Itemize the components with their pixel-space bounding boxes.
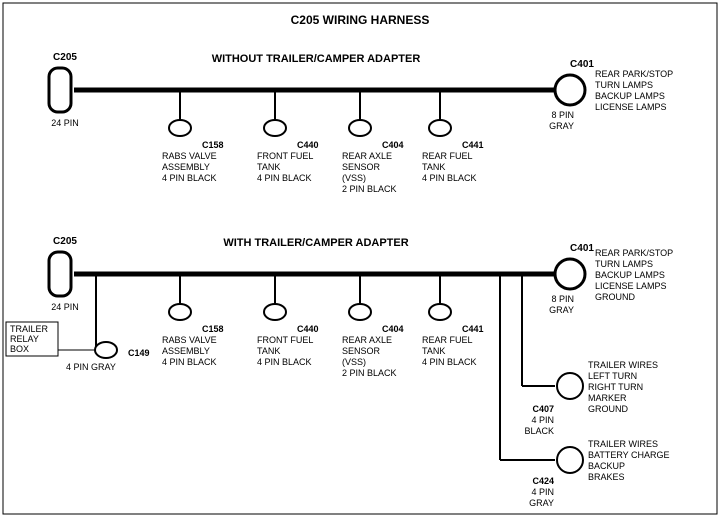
svg-text:C158: C158 [202,140,224,150]
svg-text:REAR PARK/STOP: REAR PARK/STOP [595,69,673,79]
svg-text:4 PIN BLACK: 4 PIN BLACK [257,173,312,183]
svg-text:24 PIN: 24 PIN [51,302,79,312]
svg-text:C404: C404 [382,140,404,150]
svg-text:BACKUP LAMPS: BACKUP LAMPS [595,270,665,280]
svg-text:WITH TRAILER/CAMPER ADAPTER: WITH TRAILER/CAMPER ADAPTER [223,237,408,249]
svg-text:BLACK: BLACK [524,426,554,436]
svg-text:4 PIN: 4 PIN [531,487,554,497]
svg-text:C149: C149 [128,348,150,358]
svg-text:SENSOR: SENSOR [342,346,381,356]
svg-text:2 PIN BLACK: 2 PIN BLACK [342,368,397,378]
svg-text:TURN LAMPS: TURN LAMPS [595,80,653,90]
svg-text:LEFT TURN: LEFT TURN [588,371,637,381]
svg-text:ASSEMBLY: ASSEMBLY [162,162,210,172]
svg-text:GROUND: GROUND [588,404,628,414]
svg-text:C401: C401 [570,243,594,254]
svg-text:REAR AXLE: REAR AXLE [342,151,392,161]
svg-text:C440: C440 [297,140,319,150]
svg-text:GRAY: GRAY [549,305,574,315]
svg-text:4 PIN: 4 PIN [531,415,554,425]
svg-text:REAR FUEL: REAR FUEL [422,335,473,345]
svg-text:(VSS): (VSS) [342,173,366,183]
svg-text:BATTERY CHARGE: BATTERY CHARGE [588,450,670,460]
svg-text:RABS VALVE: RABS VALVE [162,335,217,345]
svg-text:4 PIN BLACK: 4 PIN BLACK [162,357,217,367]
svg-text:C441: C441 [462,140,484,150]
svg-text:8 PIN: 8 PIN [551,110,574,120]
svg-text:LICENSE LAMPS: LICENSE LAMPS [595,281,667,291]
svg-text:REAR FUEL: REAR FUEL [422,151,473,161]
svg-text:4 PIN BLACK: 4 PIN BLACK [422,173,477,183]
svg-text:TANK: TANK [422,346,445,356]
svg-text:BACKUP: BACKUP [588,461,625,471]
svg-text:C205 WIRING HARNESS: C205 WIRING HARNESS [291,13,430,27]
svg-text:4 PIN BLACK: 4 PIN BLACK [257,357,312,367]
svg-text:RABS VALVE: RABS VALVE [162,151,217,161]
svg-text:WITHOUT TRAILER/CAMPER ADAPT: WITHOUT TRAILER/CAMPER ADAPTER [212,53,421,65]
svg-text:TANK: TANK [422,162,445,172]
svg-text:8 PIN: 8 PIN [551,294,574,304]
svg-text:C424: C424 [532,476,554,486]
wiring-diagram: C205 WIRING HARNESS WITHOUT TRAILER/CAMPE… [0,0,720,517]
svg-text:FRONT FUEL: FRONT FUEL [257,151,313,161]
svg-text:RIGHT TURN: RIGHT TURN [588,382,643,392]
svg-text:C407: C407 [532,404,554,414]
svg-text:(VSS): (VSS) [342,357,366,367]
svg-text:SENSOR: SENSOR [342,162,381,172]
svg-text:C205: C205 [53,236,77,247]
svg-text:BACKUP LAMPS: BACKUP LAMPS [595,91,665,101]
svg-text:GRAY: GRAY [549,121,574,131]
svg-text:TANK: TANK [257,346,280,356]
svg-text:C441: C441 [462,324,484,334]
svg-text:TRAILER WIRES: TRAILER WIRES [588,439,658,449]
svg-text:24 PIN: 24 PIN [51,118,79,128]
svg-text:TURN LAMPS: TURN LAMPS [595,259,653,269]
svg-text:4 PIN BLACK: 4 PIN BLACK [162,173,217,183]
svg-text:REAR AXLE: REAR AXLE [342,335,392,345]
svg-text:C205: C205 [53,52,77,63]
svg-text:MARKER: MARKER [588,393,627,403]
svg-text:4 PIN BLACK: 4 PIN BLACK [422,357,477,367]
svg-text:TRAILER: TRAILER [10,324,49,334]
svg-text:TRAILER WIRES: TRAILER WIRES [588,360,658,370]
svg-text:BRAKES: BRAKES [588,472,625,482]
svg-text:C158: C158 [202,324,224,334]
svg-text:REAR PARK/STOP: REAR PARK/STOP [595,248,673,258]
svg-text:BOX: BOX [10,344,29,354]
svg-text:C404: C404 [382,324,404,334]
svg-text:C401: C401 [570,59,594,70]
svg-text:RELAY: RELAY [10,334,39,344]
svg-text:GROUND: GROUND [595,292,635,302]
svg-text:TANK: TANK [257,162,280,172]
svg-text:2 PIN BLACK: 2 PIN BLACK [342,184,397,194]
svg-text:GRAY: GRAY [529,498,554,508]
svg-text:FRONT FUEL: FRONT FUEL [257,335,313,345]
svg-text:LICENSE LAMPS: LICENSE LAMPS [595,102,667,112]
svg-text:C440: C440 [297,324,319,334]
svg-text:ASSEMBLY: ASSEMBLY [162,346,210,356]
svg-text:4 PIN GRAY: 4 PIN GRAY [66,362,116,372]
